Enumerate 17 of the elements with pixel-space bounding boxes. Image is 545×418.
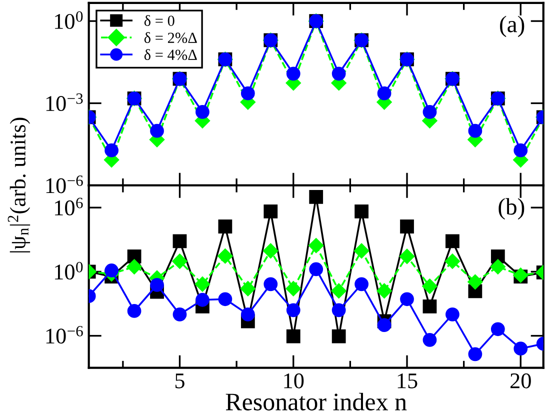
y-tick-label: 10$^{−3}$ (46, 93, 83, 112)
y-tick-label: 10$^{−6}$ (46, 176, 83, 194)
x-axis-title: Resonator index n (226, 392, 407, 410)
annotation: (a) (500, 16, 524, 38)
y-axis-title: |ψ$_{n}$|$^{2}$(arb. units) (8, 118, 30, 252)
annotation: (b) (498, 198, 524, 220)
legend-label: δ = 4%Δ (144, 49, 197, 60)
y-tick-label: 10$^{−6}$ (46, 326, 83, 344)
x-tick-label: 20 (510, 373, 531, 388)
legend-label: δ = 0 (144, 15, 174, 26)
legend-label: δ = 2%Δ (144, 32, 197, 44)
x-tick-label: 5 (175, 374, 184, 388)
y-tick-label: 10$^{0}$ (55, 262, 83, 280)
y-tick-label: 10$^{0}$ (55, 11, 83, 29)
x-tick-label: 10 (284, 373, 304, 388)
x-tick-label: 15 (398, 373, 418, 388)
y-tick-label: 10$^{6}$ (55, 198, 83, 216)
